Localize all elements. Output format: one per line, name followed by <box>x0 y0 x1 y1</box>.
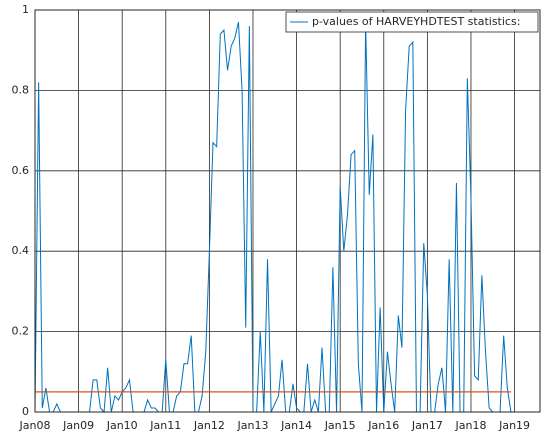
x-tick-label: Jan11 <box>149 419 181 432</box>
x-tick-label: Jan09 <box>62 419 94 432</box>
y-tick-label: 0.8 <box>12 83 30 96</box>
x-tick-label: Jan14 <box>280 419 312 432</box>
legend-label: p-values of HARVEYHDTEST statistics: <box>312 15 520 28</box>
x-tick-label: Jan15 <box>324 419 356 432</box>
legend: p-values of HARVEYHDTEST statistics: <box>285 11 539 33</box>
y-tick-label: 1 <box>22 3 29 16</box>
y-tick-label: 0.4 <box>12 244 30 257</box>
x-tick-label: Jan16 <box>367 419 399 432</box>
y-tick-label: 0 <box>22 405 29 418</box>
x-tick-label: Jan18 <box>454 419 486 432</box>
legend-box <box>285 11 539 33</box>
x-tick-label: Jan17 <box>411 419 443 432</box>
x-tick-label: Jan10 <box>106 419 138 432</box>
x-tick-label: Jan19 <box>498 419 530 432</box>
plot-border <box>34 9 541 413</box>
x-tick-label: Jan12 <box>193 419 225 432</box>
y-tick-label: 0.2 <box>12 325 30 338</box>
x-tick-label: Jan13 <box>237 419 269 432</box>
y-tick-label: 0.6 <box>12 164 30 177</box>
x-tick-label: Jan08 <box>19 419 51 432</box>
